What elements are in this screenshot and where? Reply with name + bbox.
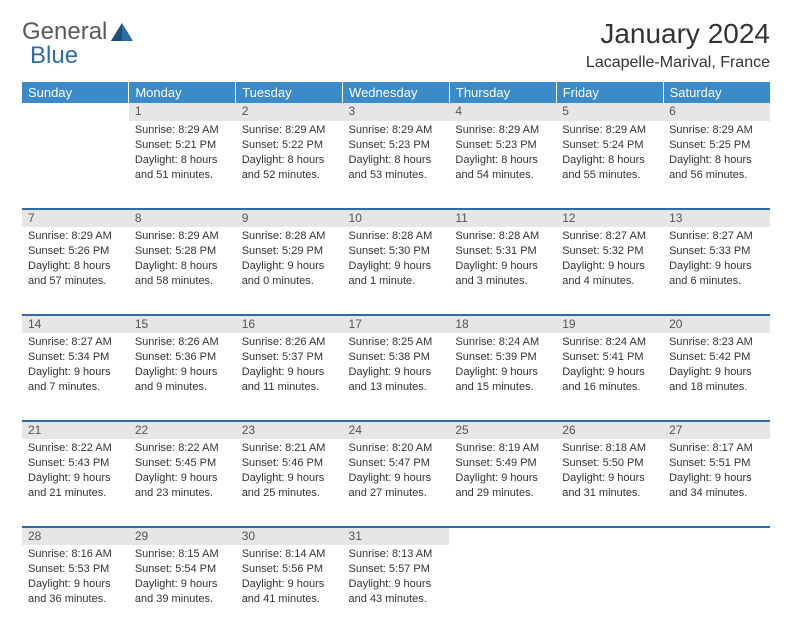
month-title: January 2024 (586, 18, 770, 50)
day-content-cell: Sunrise: 8:28 AMSunset: 5:29 PMDaylight:… (236, 227, 343, 315)
day-content-cell: Sunrise: 8:29 AMSunset: 5:25 PMDaylight:… (663, 121, 770, 209)
logo-text-2: Blue (30, 42, 78, 70)
day-number-cell: 9 (236, 209, 343, 227)
day-number-cell: 17 (343, 315, 450, 333)
day-content-cell: Sunrise: 8:24 AMSunset: 5:39 PMDaylight:… (449, 333, 556, 421)
day-number-cell: 6 (663, 103, 770, 121)
calendar-table: SundayMondayTuesdayWednesdayThursdayFrid… (22, 82, 770, 633)
day-number-cell: 13 (663, 209, 770, 227)
day-number-cell: 28 (22, 527, 129, 545)
day-number-cell: 22 (129, 421, 236, 439)
day-content-row: Sunrise: 8:16 AMSunset: 5:53 PMDaylight:… (22, 545, 770, 633)
day-number-cell: 8 (129, 209, 236, 227)
day-content-cell (556, 545, 663, 633)
logo-triangle-icon (109, 21, 135, 43)
day-content-cell (22, 121, 129, 209)
day-number-cell: 15 (129, 315, 236, 333)
day-number-cell: 27 (663, 421, 770, 439)
day-content-cell: Sunrise: 8:27 AMSunset: 5:34 PMDaylight:… (22, 333, 129, 421)
day-content-row: Sunrise: 8:27 AMSunset: 5:34 PMDaylight:… (22, 333, 770, 421)
day-number-cell: 11 (449, 209, 556, 227)
day-content-cell: Sunrise: 8:29 AMSunset: 5:28 PMDaylight:… (129, 227, 236, 315)
day-content-cell: Sunrise: 8:22 AMSunset: 5:43 PMDaylight:… (22, 439, 129, 527)
day-number-cell (22, 103, 129, 121)
title-block: January 2024 Lacapelle-Marival, France (586, 18, 770, 72)
day-number-cell: 4 (449, 103, 556, 121)
day-content-row: Sunrise: 8:22 AMSunset: 5:43 PMDaylight:… (22, 439, 770, 527)
day-header: Monday (129, 82, 236, 103)
day-number-cell: 23 (236, 421, 343, 439)
day-number-cell: 26 (556, 421, 663, 439)
day-number-row: 21222324252627 (22, 421, 770, 439)
day-number-cell: 14 (22, 315, 129, 333)
day-number-row: 123456 (22, 103, 770, 121)
day-content-cell: Sunrise: 8:14 AMSunset: 5:56 PMDaylight:… (236, 545, 343, 633)
header: General January 2024 Lacapelle-Marival, … (22, 18, 770, 72)
day-number-cell: 18 (449, 315, 556, 333)
day-content-cell: Sunrise: 8:25 AMSunset: 5:38 PMDaylight:… (343, 333, 450, 421)
day-number-cell: 5 (556, 103, 663, 121)
day-content-cell: Sunrise: 8:22 AMSunset: 5:45 PMDaylight:… (129, 439, 236, 527)
day-content-cell: Sunrise: 8:29 AMSunset: 5:23 PMDaylight:… (449, 121, 556, 209)
day-content-row: Sunrise: 8:29 AMSunset: 5:21 PMDaylight:… (22, 121, 770, 209)
day-content-cell: Sunrise: 8:27 AMSunset: 5:32 PMDaylight:… (556, 227, 663, 315)
day-content-cell: Sunrise: 8:17 AMSunset: 5:51 PMDaylight:… (663, 439, 770, 527)
day-content-cell: Sunrise: 8:29 AMSunset: 5:26 PMDaylight:… (22, 227, 129, 315)
day-content-cell: Sunrise: 8:29 AMSunset: 5:23 PMDaylight:… (343, 121, 450, 209)
day-content-row: Sunrise: 8:29 AMSunset: 5:26 PMDaylight:… (22, 227, 770, 315)
day-number-cell: 31 (343, 527, 450, 545)
day-content-cell: Sunrise: 8:29 AMSunset: 5:21 PMDaylight:… (129, 121, 236, 209)
day-header: Tuesday (236, 82, 343, 103)
day-number-cell: 7 (22, 209, 129, 227)
day-content-cell: Sunrise: 8:19 AMSunset: 5:49 PMDaylight:… (449, 439, 556, 527)
day-content-cell: Sunrise: 8:18 AMSunset: 5:50 PMDaylight:… (556, 439, 663, 527)
day-content-cell: Sunrise: 8:28 AMSunset: 5:31 PMDaylight:… (449, 227, 556, 315)
day-number-cell: 12 (556, 209, 663, 227)
day-content-cell: Sunrise: 8:27 AMSunset: 5:33 PMDaylight:… (663, 227, 770, 315)
day-content-cell: Sunrise: 8:15 AMSunset: 5:54 PMDaylight:… (129, 545, 236, 633)
day-content-cell: Sunrise: 8:20 AMSunset: 5:47 PMDaylight:… (343, 439, 450, 527)
day-number-row: 28293031 (22, 527, 770, 545)
day-header: Thursday (449, 82, 556, 103)
day-number-cell (556, 527, 663, 545)
day-content-cell: Sunrise: 8:29 AMSunset: 5:22 PMDaylight:… (236, 121, 343, 209)
day-header: Saturday (663, 82, 770, 103)
location: Lacapelle-Marival, France (586, 54, 770, 72)
day-number-cell: 1 (129, 103, 236, 121)
day-content-cell (663, 545, 770, 633)
day-number-row: 78910111213 (22, 209, 770, 227)
day-content-cell: Sunrise: 8:29 AMSunset: 5:24 PMDaylight:… (556, 121, 663, 209)
day-number-cell: 2 (236, 103, 343, 121)
day-header-row: SundayMondayTuesdayWednesdayThursdayFrid… (22, 82, 770, 103)
day-number-cell: 30 (236, 527, 343, 545)
day-number-cell: 10 (343, 209, 450, 227)
day-number-cell: 29 (129, 527, 236, 545)
day-content-cell: Sunrise: 8:21 AMSunset: 5:46 PMDaylight:… (236, 439, 343, 527)
day-header: Friday (556, 82, 663, 103)
day-header: Sunday (22, 82, 129, 103)
day-content-cell: Sunrise: 8:16 AMSunset: 5:53 PMDaylight:… (22, 545, 129, 633)
day-number-cell: 3 (343, 103, 450, 121)
day-content-cell: Sunrise: 8:28 AMSunset: 5:30 PMDaylight:… (343, 227, 450, 315)
day-number-cell: 25 (449, 421, 556, 439)
day-header: Wednesday (343, 82, 450, 103)
day-number-cell: 19 (556, 315, 663, 333)
day-content-cell: Sunrise: 8:24 AMSunset: 5:41 PMDaylight:… (556, 333, 663, 421)
day-number-cell (449, 527, 556, 545)
day-number-row: 14151617181920 (22, 315, 770, 333)
day-number-cell: 24 (343, 421, 450, 439)
day-content-cell: Sunrise: 8:13 AMSunset: 5:57 PMDaylight:… (343, 545, 450, 633)
day-content-cell: Sunrise: 8:26 AMSunset: 5:36 PMDaylight:… (129, 333, 236, 421)
day-number-cell: 21 (22, 421, 129, 439)
day-number-cell: 20 (663, 315, 770, 333)
day-content-cell (449, 545, 556, 633)
day-number-cell (663, 527, 770, 545)
day-content-cell: Sunrise: 8:23 AMSunset: 5:42 PMDaylight:… (663, 333, 770, 421)
day-number-cell: 16 (236, 315, 343, 333)
day-content-cell: Sunrise: 8:26 AMSunset: 5:37 PMDaylight:… (236, 333, 343, 421)
